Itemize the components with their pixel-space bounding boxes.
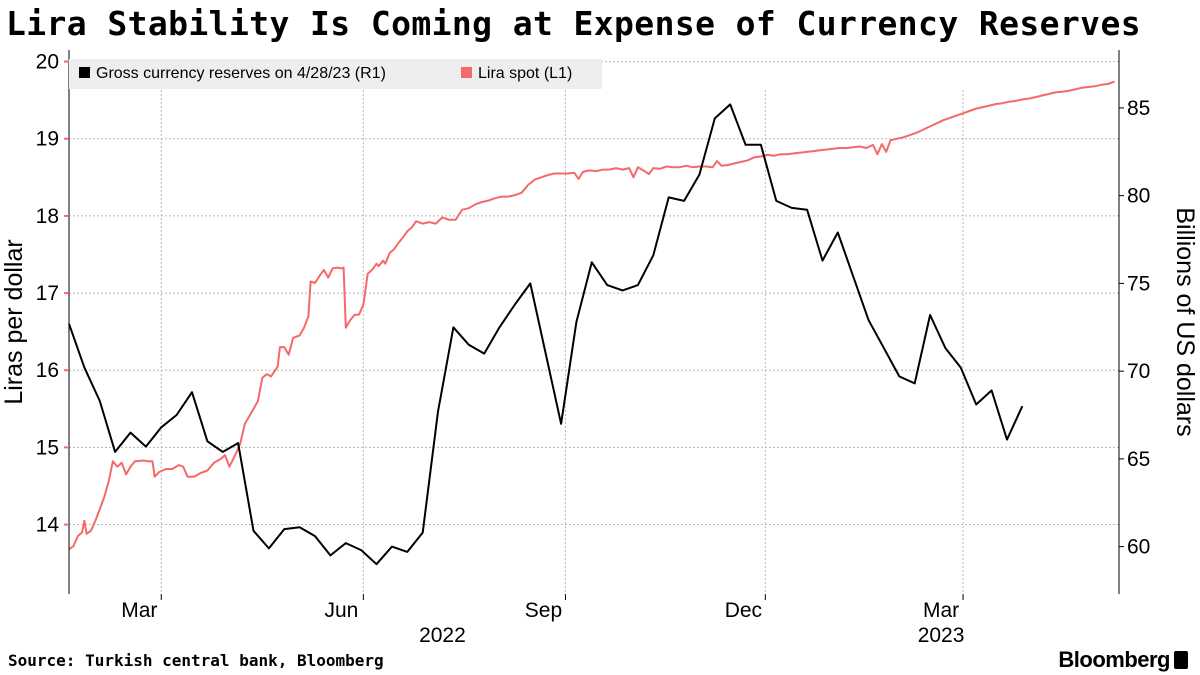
series-layer xyxy=(68,80,1115,566)
right-axis-title: Billions of US dollars xyxy=(1171,207,1199,436)
left-axis-tick-label: 14 xyxy=(36,514,60,537)
legend-background xyxy=(69,59,602,89)
right-axis-tick-label: 60 xyxy=(1127,536,1150,559)
right-axis-tick-label: 80 xyxy=(1127,185,1150,208)
left-axis-tick-label: 19 xyxy=(36,128,59,151)
source-note: Source: Turkish central bank, Bloomberg xyxy=(8,651,384,670)
x-axis-year-label: 2022 xyxy=(419,624,466,647)
x-axis-month-label: Jun xyxy=(324,599,358,622)
x-axis-month-label: Dec xyxy=(725,599,762,622)
left-axis-tick-label: 16 xyxy=(36,359,59,382)
chart-title: Lira Stability Is Coming at Expense of C… xyxy=(6,4,1141,43)
legend-label-reserves: Gross currency reserves on 4/28/23 (R1) xyxy=(96,65,386,82)
x-axis-month-label: Sep xyxy=(525,599,562,622)
right-axis-tick-label: 65 xyxy=(1127,448,1150,471)
x-axis-month-label: Mar xyxy=(923,599,959,622)
left-axis-title: Liras per dollar xyxy=(0,239,28,404)
left-axis-tick-label: 20 xyxy=(36,51,59,74)
legend: Gross currency reserves on 4/28/23 (R1) … xyxy=(69,59,602,89)
legend-swatch-lira xyxy=(461,67,472,78)
right-axis-tick-label: 85 xyxy=(1127,97,1150,120)
x-axis-year-label: 2023 xyxy=(918,624,965,647)
axis-layer: 14 15 16 17 18 19 20 Liras per dollar 60 65 70 75 80… xyxy=(0,50,1199,647)
left-axis-tick-label: 18 xyxy=(36,205,59,228)
right-axis-tick-label: 75 xyxy=(1127,272,1150,295)
legend-label-lira: Lira spot (L1) xyxy=(478,65,572,82)
legend-swatch-reserves xyxy=(79,67,90,78)
series-line-gross-reserves xyxy=(68,103,1024,566)
series-line-lira-spot xyxy=(68,80,1115,551)
bloomberg-terminal-icon xyxy=(1174,651,1188,669)
right-axis-tick-label: 70 xyxy=(1127,360,1150,383)
bloomberg-logo: Bloomberg xyxy=(1058,647,1188,673)
grid-layer xyxy=(69,61,1119,594)
x-axis-month-label: Mar xyxy=(121,599,157,622)
left-axis-tick-label: 17 xyxy=(36,282,59,305)
left-axis-tick-label: 15 xyxy=(36,436,59,459)
